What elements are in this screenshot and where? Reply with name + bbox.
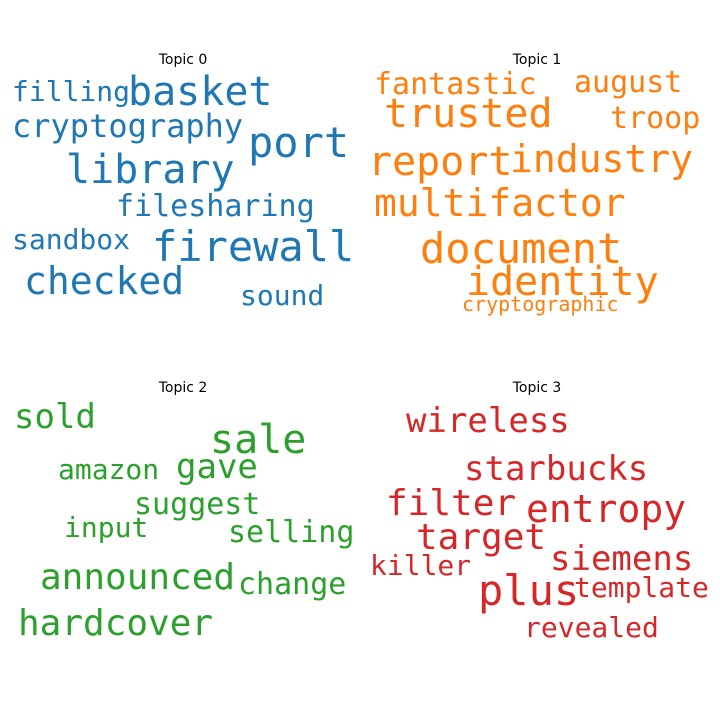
topic-1-title: Topic 1 xyxy=(512,52,562,68)
topic-0-word: library xyxy=(66,147,235,193)
topic-3-word: siemens xyxy=(550,539,694,579)
topic-0-word: cryptography xyxy=(12,107,244,145)
topic-2-word: change xyxy=(238,567,347,602)
topic-1-word: identity xyxy=(466,259,659,305)
topic-0-word: filling xyxy=(12,75,131,108)
topic-0-word: sandbox xyxy=(12,223,131,256)
topic-0-word: basket xyxy=(128,69,273,115)
topic-3-word: wireless xyxy=(406,401,570,441)
topic-3-word: filter xyxy=(386,483,517,524)
topic-0-word: firewall xyxy=(152,222,355,271)
topic-1-word: cryptographic xyxy=(462,292,619,316)
topic-0-word: port xyxy=(248,118,350,167)
topic-0-word: sound xyxy=(240,279,325,312)
topic-3-word: template xyxy=(574,571,709,604)
topic-3-word: entropy xyxy=(526,487,687,531)
topic-1-word: report xyxy=(368,139,513,185)
topic-3-word: plus xyxy=(478,566,580,615)
topic-1-word: august xyxy=(574,65,683,100)
topic-1-word: trusted xyxy=(384,91,553,137)
topic-2-word: amazon xyxy=(58,453,160,486)
topic-2-word: hardcover xyxy=(18,603,214,644)
topic-1-word: troop xyxy=(610,101,701,136)
topic-2-word: sold xyxy=(14,397,96,437)
topic-0-word: filesharing xyxy=(116,189,315,224)
topic-2-word: input xyxy=(64,511,149,544)
topic-0-title: Topic 0 xyxy=(158,52,208,68)
topic-3-word: starbucks xyxy=(464,449,649,489)
topic-2-word: selling xyxy=(228,515,355,550)
topic-1-word: industry xyxy=(510,137,694,181)
topic-1-word: document xyxy=(420,224,623,273)
topic-3-word: killer xyxy=(370,549,472,582)
topic-2-title: Topic 2 xyxy=(158,380,208,396)
topic-2-word: sale xyxy=(210,417,307,463)
topic-3-word: revealed xyxy=(524,611,659,644)
topic-1-word: fantastic xyxy=(374,67,537,102)
topic-2-word: announced xyxy=(40,557,236,598)
topic-0-word: checked xyxy=(24,259,185,303)
topic-2-word: gave xyxy=(176,447,258,487)
topic-1-word: multifactor xyxy=(374,181,626,225)
topic-3-title: Topic 3 xyxy=(512,380,562,396)
topic-2-word: suggest xyxy=(134,487,261,522)
topic-3-word: target xyxy=(416,517,547,558)
